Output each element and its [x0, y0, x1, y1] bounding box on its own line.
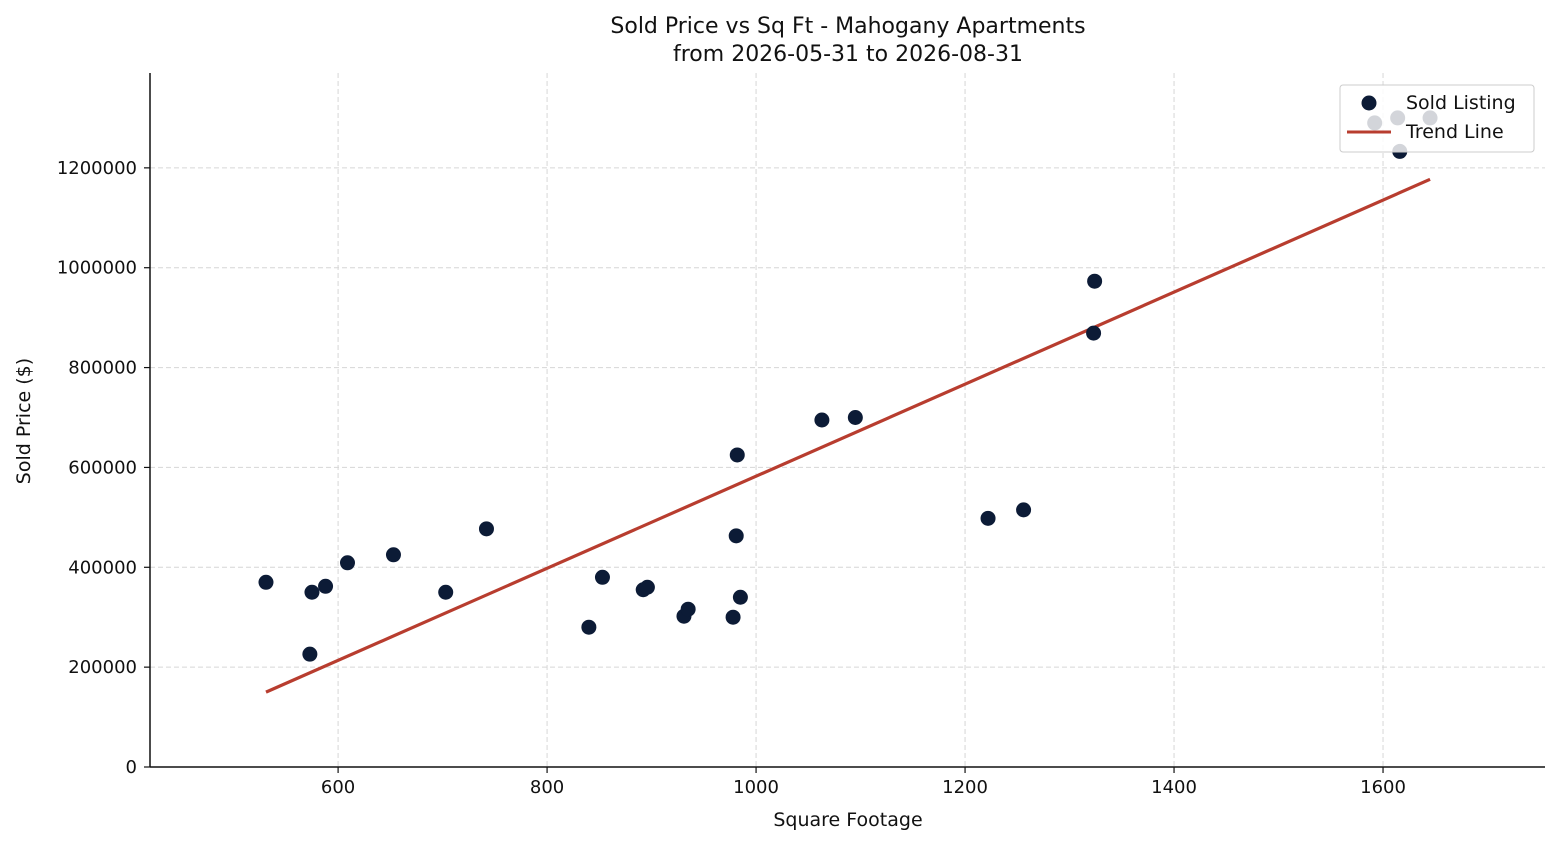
y-tick-label: 800000	[68, 358, 137, 379]
ticks: 600 800 1000 1200 1400 1600 0 200000 400000 60000…	[57, 158, 1406, 798]
grid	[150, 73, 1545, 767]
data-point	[725, 609, 741, 625]
data-point	[639, 579, 655, 595]
x-tick-label: 1400	[1151, 777, 1197, 798]
trend-line-layer	[265, 177, 1431, 694]
x-tick-label: 600	[321, 777, 355, 798]
data-point	[581, 619, 597, 635]
chart-title: Sold Price vs Sq Ft - Mahogany Apartment…	[610, 14, 1085, 39]
data-point	[1016, 502, 1032, 518]
x-axis-label: Square Footage	[773, 809, 922, 831]
data-point	[339, 555, 355, 571]
trend-line	[265, 177, 1431, 694]
chart-subtitle: from 2026-05-31 to 2026-08-31	[673, 42, 1023, 67]
data-point	[318, 578, 334, 594]
y-tick-label: 600000	[68, 457, 137, 478]
data-point	[728, 528, 744, 544]
data-point	[438, 584, 454, 600]
y-axis-label: Sold Price ($)	[13, 358, 35, 484]
x-tick-label: 800	[530, 777, 564, 798]
data-point	[680, 601, 696, 617]
data-point	[814, 412, 830, 428]
legend-label-trend-line: Trend Line	[1405, 121, 1504, 143]
data-point	[980, 510, 996, 526]
y-tick-label: 200000	[68, 657, 137, 678]
y-tick-label: 1200000	[57, 158, 137, 179]
x-tick-label: 1600	[1360, 777, 1406, 798]
data-point	[258, 574, 274, 590]
y-tick-label: 1000000	[57, 258, 137, 279]
y-tick-label: 400000	[68, 557, 137, 578]
data-point	[1087, 273, 1103, 289]
points-layer	[258, 110, 1438, 662]
data-point	[594, 569, 610, 585]
data-point	[478, 521, 494, 537]
legend-marker-sold-listing	[1361, 95, 1377, 111]
data-point	[847, 410, 863, 426]
data-point	[304, 584, 320, 600]
legend-box	[1339, 84, 1535, 153]
legend-label-sold-listing: Sold Listing	[1406, 92, 1516, 114]
x-tick-label: 1000	[733, 777, 779, 798]
data-point	[302, 646, 318, 662]
data-point	[385, 547, 401, 563]
y-tick-label: 0	[126, 757, 137, 778]
axes	[149, 73, 1545, 768]
data-point	[1086, 325, 1102, 341]
data-point	[729, 447, 745, 463]
x-tick-label: 1200	[942, 777, 988, 798]
data-point	[732, 589, 748, 605]
legend: Sold Listing Trend Line	[1339, 84, 1535, 153]
